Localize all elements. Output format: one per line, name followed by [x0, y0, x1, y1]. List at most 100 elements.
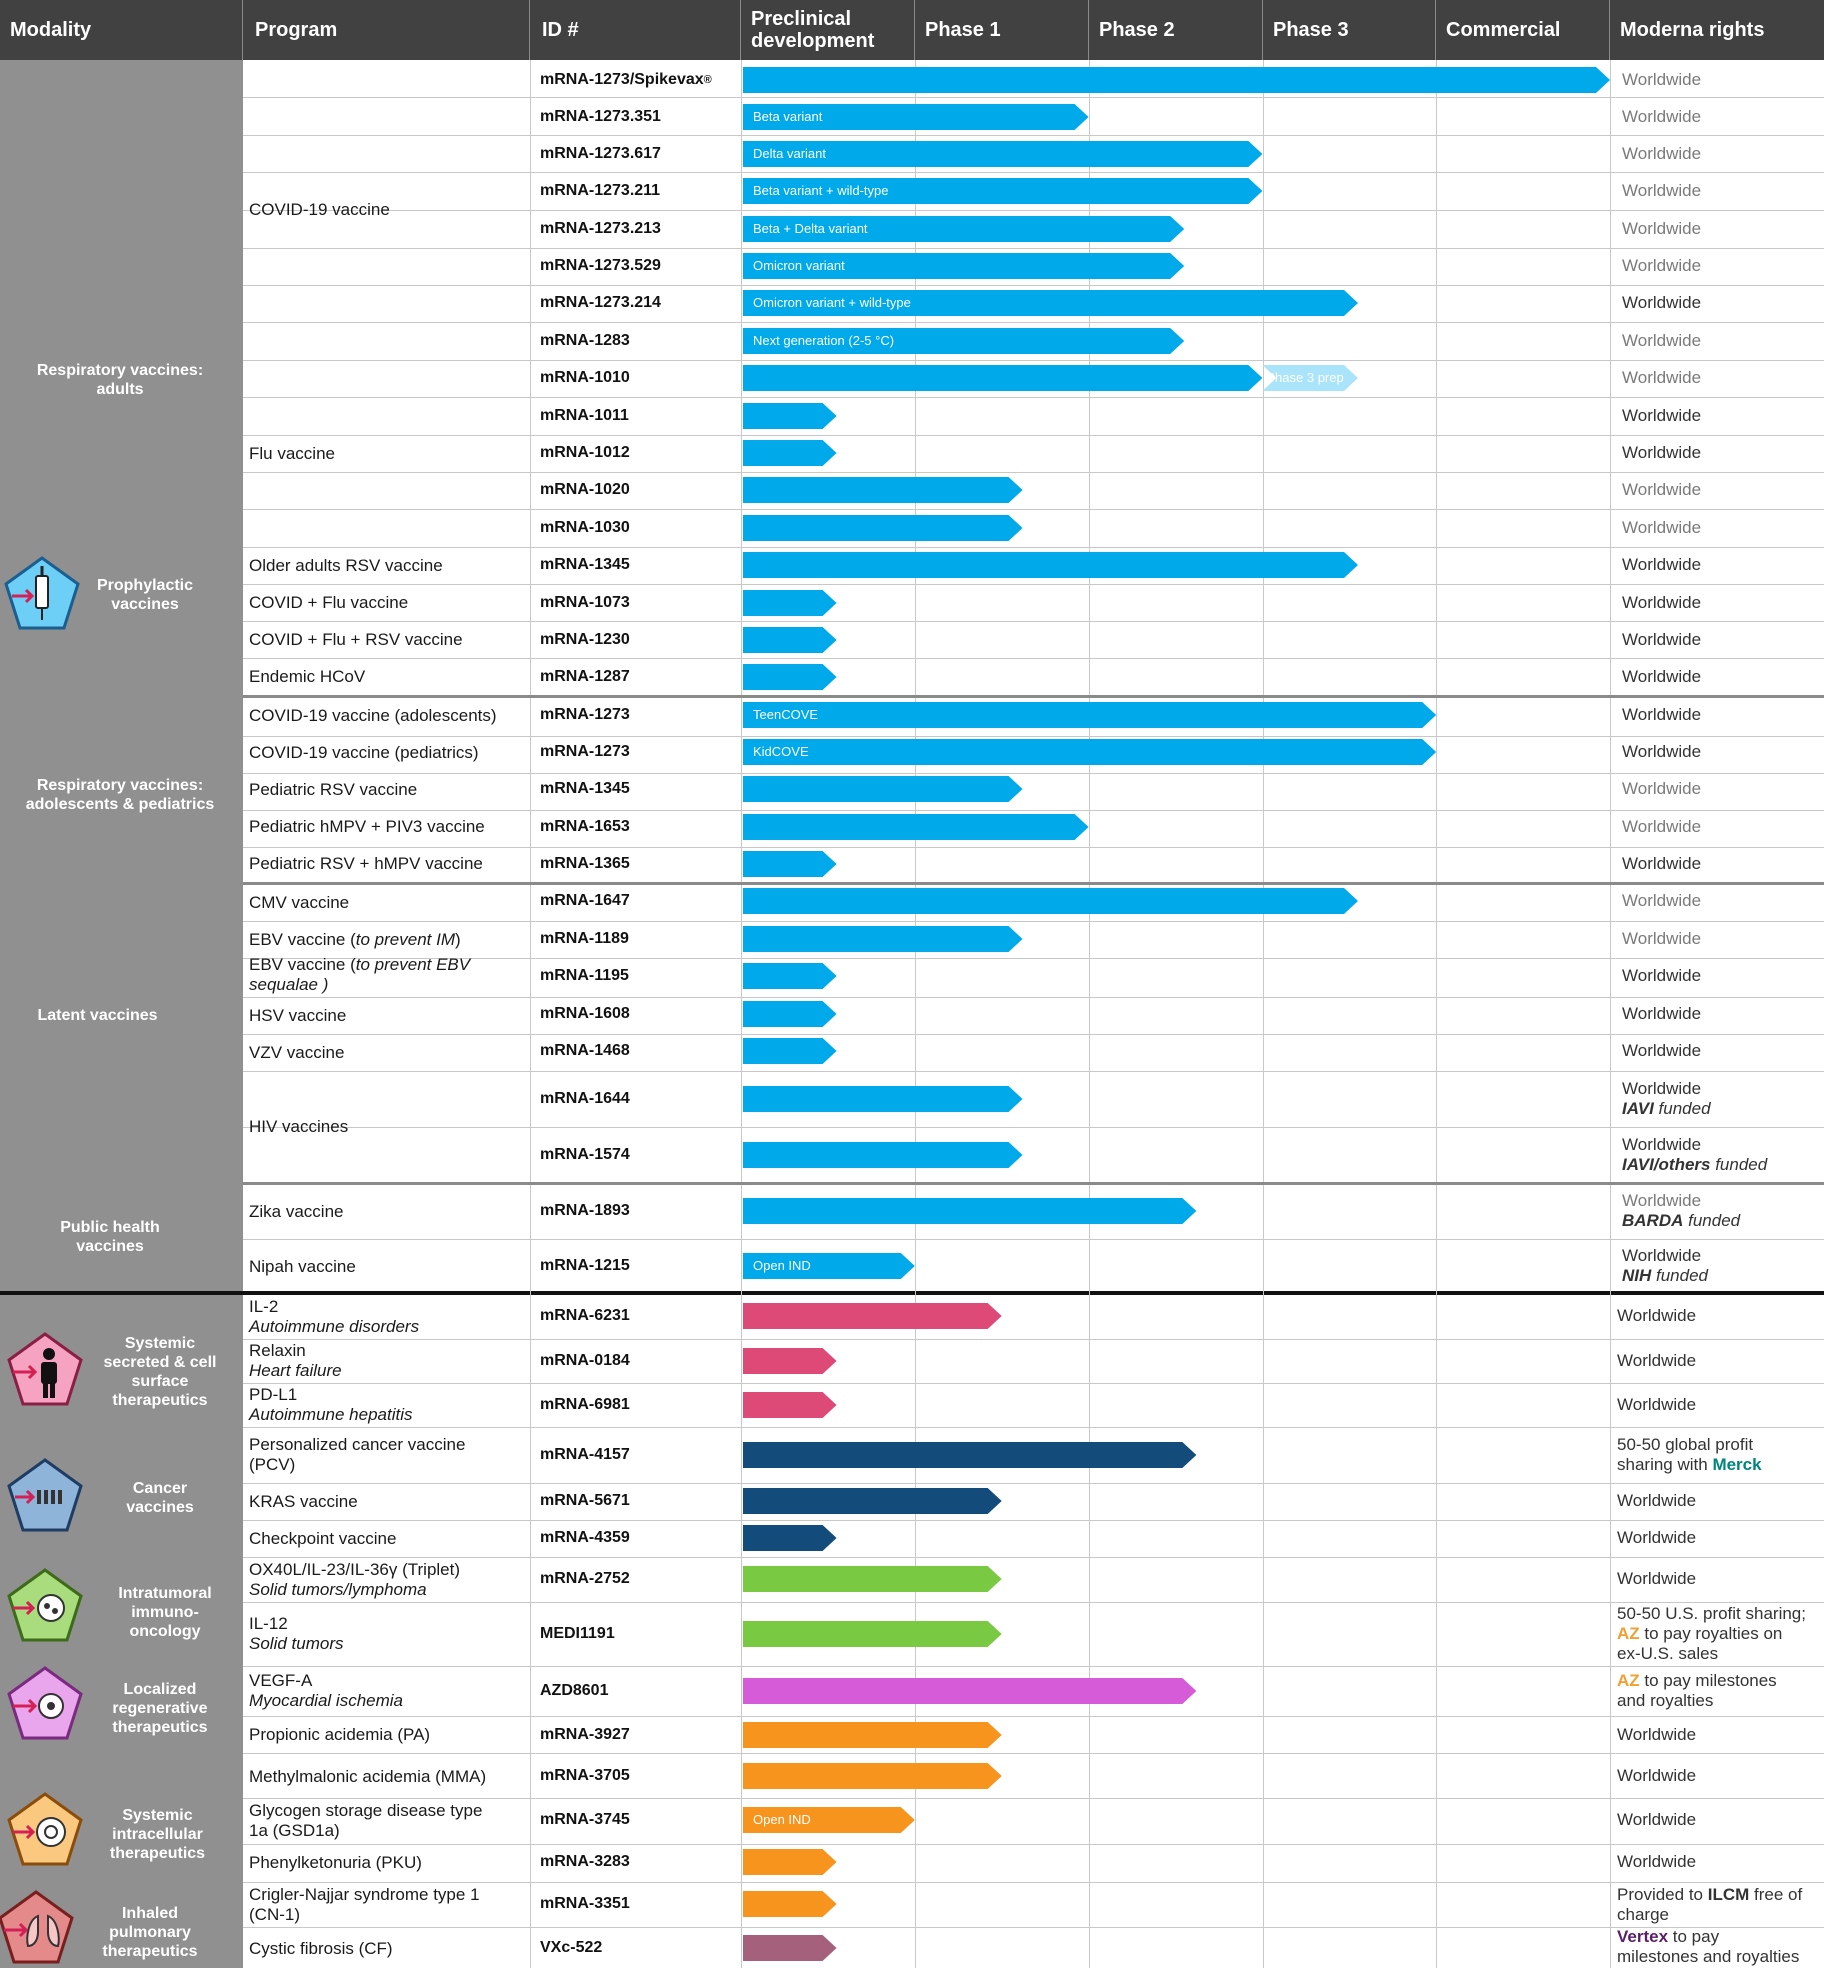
rights-r16: Worldwide [1622, 630, 1702, 649]
progress-bar [743, 1348, 837, 1374]
regenerative-icon [7, 1666, 83, 1740]
header-modality: Modality [0, 0, 243, 60]
grid-hline [243, 172, 1824, 173]
program-checkpoint: Checkpoint vaccine [249, 1528, 397, 1548]
modality-public-health: Public health vaccines [60, 1219, 160, 1255]
grid-hline [243, 97, 1824, 98]
id-r29: mRNA-1574 [540, 1146, 630, 1163]
rights-r18: Worldwide [1622, 705, 1702, 724]
rights-r41: Worldwide [1617, 1725, 1697, 1744]
progress-bar [743, 552, 1358, 578]
rights-r22: Worldwide [1622, 854, 1702, 873]
grid-vline [741, 60, 742, 1968]
program-flu: Flu vaccine [249, 443, 335, 463]
rights-r33: Worldwide [1617, 1351, 1697, 1370]
rights-r6: Worldwide [1622, 256, 1702, 275]
rights-r21: Worldwide [1622, 817, 1702, 836]
program-covid-ped: COVID-19 vaccine (pediatrics) [249, 742, 479, 762]
header-phase2: Phase 2 [1089, 0, 1263, 60]
id-r32: mRNA-6231 [540, 1307, 630, 1324]
id-r35: mRNA-4157 [540, 1446, 630, 1463]
program-covid-adol: COVID-19 vaccine (adolescents) [249, 705, 497, 725]
grid-hline [243, 1716, 1824, 1717]
rights-r36: Worldwide [1617, 1491, 1697, 1510]
progress-bar [743, 365, 1262, 391]
id-r34: mRNA-6981 [540, 1396, 630, 1413]
rights-r45: Provided to ILCM free of charge [1617, 1885, 1803, 1924]
id-r36: mRNA-5671 [540, 1492, 630, 1509]
program-zika: Zika vaccine [249, 1201, 344, 1221]
rights-r15: Worldwide [1622, 593, 1702, 612]
section-divider [243, 1182, 1824, 1185]
grid-hline [243, 997, 1824, 998]
grid-hline [243, 1557, 1824, 1558]
grid-hline [243, 958, 1824, 959]
id-r23: mRNA-1647 [540, 892, 630, 909]
progress-bar [743, 851, 837, 877]
grid-hline [243, 1239, 1824, 1240]
progress-bar [743, 1001, 837, 1027]
progress-bar: TeenCOVE [743, 702, 1436, 728]
id-r46: VXc-522 [540, 1939, 603, 1956]
program-mma: Methylmalonic acidemia (MMA) [249, 1766, 487, 1786]
modality-cancer: Cancer vaccines [126, 1480, 194, 1516]
modality-prophylactic: Prophylactic vaccines [96, 577, 194, 613]
grid-hline [243, 509, 1824, 510]
progress-bar: Next generation (2-5 °C) [743, 328, 1184, 354]
grid-vline [530, 60, 531, 1968]
program-pku: Phenylketonuria (PKU) [249, 1852, 422, 1872]
section-divider [243, 695, 1824, 698]
grid-vline [1610, 60, 1611, 1968]
program-nipah: Nipah vaccine [249, 1256, 356, 1276]
grid-hline [243, 773, 1824, 774]
rights-r5: Worldwide [1622, 219, 1702, 238]
rights-r13: Worldwide [1622, 518, 1702, 537]
modality-divider [0, 1291, 1824, 1295]
grid-hline [243, 584, 1824, 585]
id-r1: mRNA-1273/Spikevax ® [540, 71, 712, 88]
rights-r34: Worldwide [1617, 1395, 1697, 1414]
progress-bar [743, 1722, 1002, 1748]
id-r8: mRNA-1283 [540, 332, 630, 349]
grid-hline [243, 1483, 1824, 1484]
id-r30: mRNA-1893 [540, 1202, 630, 1219]
program-pa: Propionic acidemia (PA) [249, 1724, 431, 1744]
rights-r4: Worldwide [1622, 181, 1702, 200]
grid-hline [243, 435, 1824, 436]
rights-r7: Worldwide [1622, 293, 1702, 312]
program-gsd1a: Glycogen storage disease type 1a (GSD1a) [249, 1800, 483, 1840]
rights-r44: Worldwide [1617, 1852, 1697, 1871]
program-ebv-sequalae: EBV vaccine (to prevent EBV sequalae ) [249, 954, 471, 994]
grid-hline [243, 1602, 1824, 1603]
program-pcv: Personalized cancer vaccine (PCV) [249, 1435, 466, 1474]
grid-hline [243, 1798, 1824, 1799]
progress-bar: Omicron variant + wild-type [743, 290, 1358, 316]
rights-r10: Worldwide [1622, 406, 1702, 425]
modality-localized: Localized regenerative therapeutics [112, 1681, 208, 1736]
progress-bar: Beta + Delta variant [743, 216, 1184, 242]
program-covid: COVID-19 vaccine [249, 200, 390, 219]
header-phase1: Phase 1 [915, 0, 1089, 60]
rights-r29: Worldwide IAVI/others funded [1622, 1135, 1768, 1174]
grid-hline [243, 547, 1824, 548]
rights-r20: Worldwide [1622, 779, 1702, 798]
program-endemic: Endemic HCoV [249, 666, 366, 686]
rights-r14: Worldwide [1622, 555, 1702, 574]
progress-bar [743, 814, 1089, 840]
progress-bar [743, 1488, 1002, 1514]
progress-bar: Delta variant [743, 141, 1262, 167]
grid-hline [243, 1071, 1824, 1072]
id-r40: AZD8601 [540, 1682, 609, 1699]
program-hiv: HIV vaccines [249, 1117, 349, 1136]
program-cn1: Crigler-Najjar syndrome type 1 (CN-1) [249, 1884, 480, 1924]
progress-bar [743, 1621, 1002, 1647]
grid-hline [243, 1666, 1824, 1667]
id-r15: mRNA-1073 [540, 594, 630, 611]
header-rights: Moderna rights [1620, 19, 1765, 41]
id-r7: mRNA-1273.214 [540, 294, 661, 311]
modality-column [0, 60, 243, 1968]
progress-bar [743, 67, 1610, 93]
id-r45: mRNA-3351 [540, 1895, 630, 1912]
grid-hline [243, 1927, 1824, 1928]
rights-r25: Worldwide [1622, 966, 1702, 985]
